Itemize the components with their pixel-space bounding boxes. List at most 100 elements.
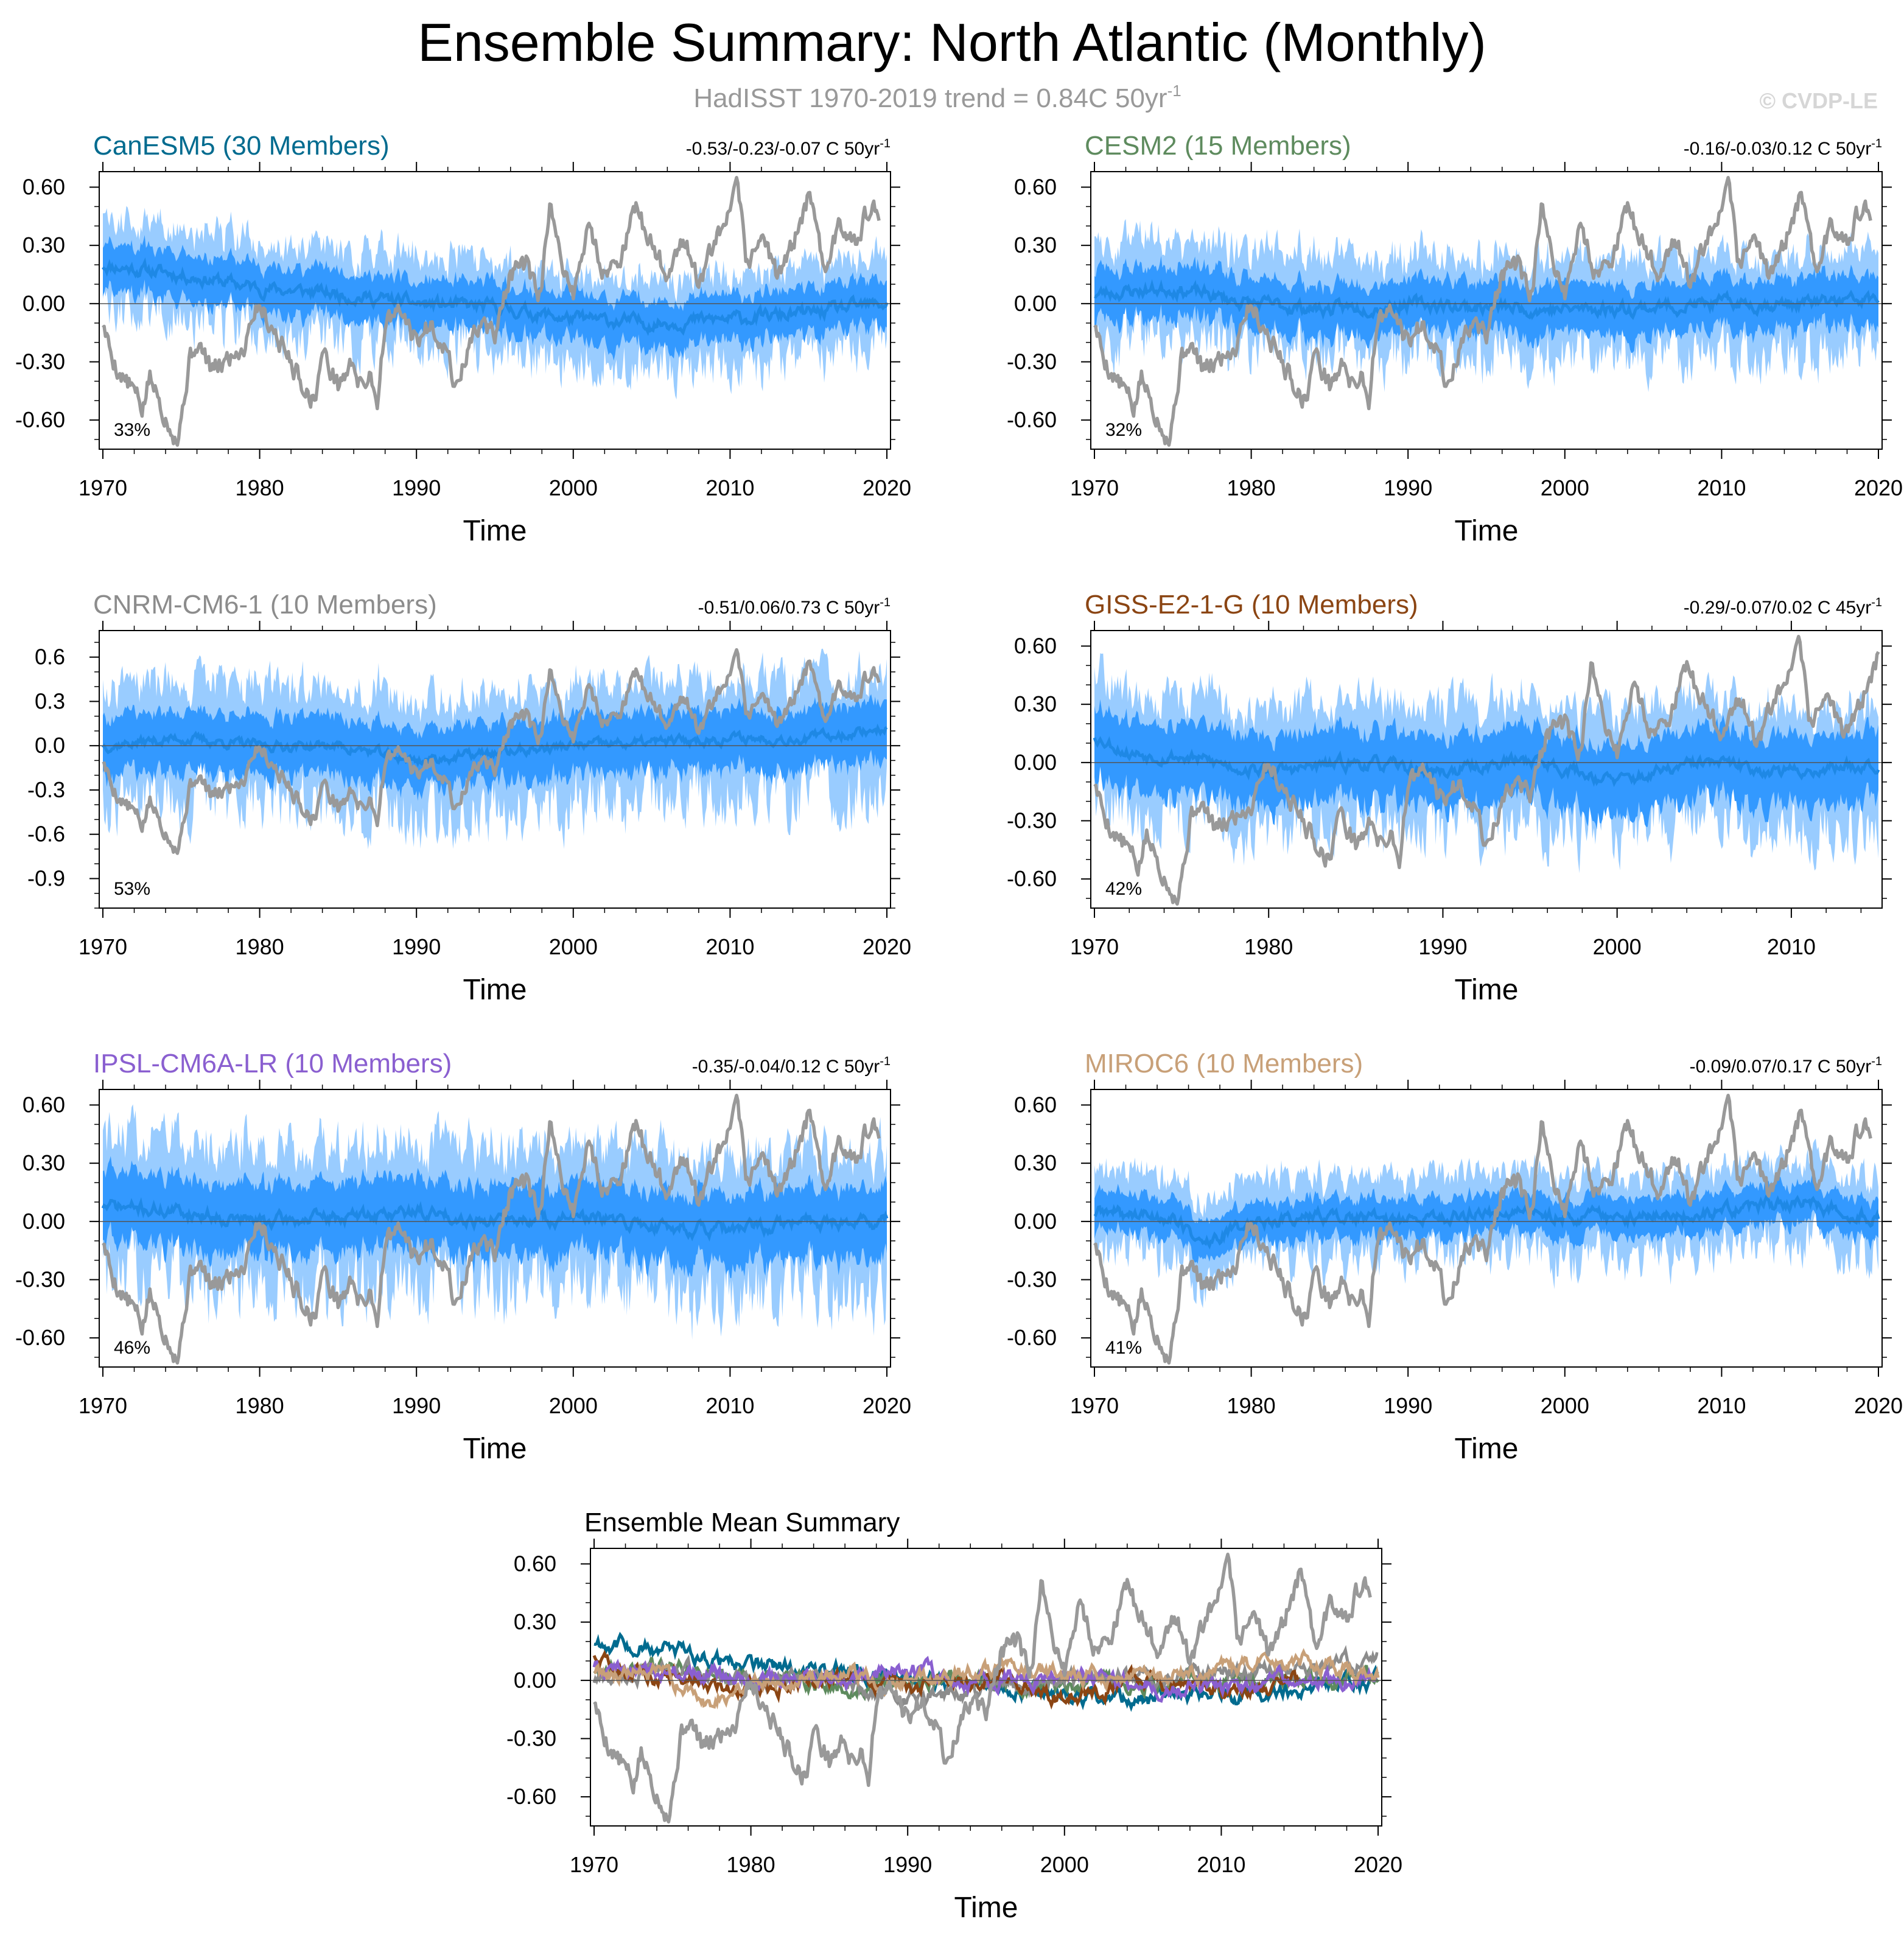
copyright-watermark: © CVDP-LE: [1759, 88, 1878, 113]
y-tick-label: -0.3: [27, 777, 65, 802]
observations-line: [102, 648, 881, 855]
x-tick-label: 2000: [1593, 934, 1642, 959]
x-tick-label: 1990: [883, 1852, 932, 1877]
y-tick-label: -0.30: [1007, 808, 1057, 833]
x-tick-label: 2000: [549, 934, 598, 959]
panel-trend-label: -0.09/0.07/0.17 C 50yr-1: [1690, 1055, 1882, 1077]
y-tick-label: -0.60: [1007, 1325, 1057, 1350]
x-axis-label: Time: [1455, 515, 1519, 547]
y-tick-label: 0.00: [1014, 750, 1057, 775]
y-tick-label: -0.30: [506, 1726, 556, 1751]
ensemble-range-inner-band: [103, 1156, 887, 1278]
x-tick-label: 2020: [863, 475, 911, 500]
panel-giss: GISS-E2-1-G (10 Members) -0.29/-0.07/0.02…: [1007, 590, 1892, 1006]
y-tick-label: 0.0: [35, 733, 65, 758]
y-tick-label: -0.30: [1007, 1267, 1057, 1292]
panel-trend-sup: -1: [880, 137, 891, 150]
panel-title: IPSL-CM6A-LR (10 Members): [93, 1049, 452, 1079]
ensemble-mean-series-miroc6: [593, 1648, 1380, 1710]
ensemble-range-inner-band: [103, 694, 887, 801]
y-tick-label: 0.00: [23, 291, 65, 316]
panel-frame: [1090, 630, 1883, 909]
panel-title: GISS-E2-1-G (10 Members): [1085, 590, 1418, 620]
panel-frame: [1090, 171, 1883, 450]
panel-trend-label: -0.53/-0.23/-0.07 C 50yr-1: [686, 137, 891, 159]
x-tick-label: 1980: [1227, 1393, 1276, 1418]
panel-percent-label: 33%: [114, 420, 150, 440]
x-tick-label: 1980: [1244, 934, 1293, 959]
observations-line: [1093, 1093, 1872, 1365]
x-axis-label: Time: [1455, 974, 1519, 1006]
x-tick-label: 1970: [79, 475, 127, 500]
panel-percent-label: 46%: [114, 1338, 150, 1358]
x-tick-label: 1970: [79, 1393, 127, 1418]
x-tick-label: 1990: [1418, 934, 1467, 959]
observations-line: [1093, 634, 1880, 906]
panel-frame: [99, 630, 891, 909]
y-tick-label: 0.60: [23, 175, 65, 200]
y-tick-label: 0.60: [23, 1093, 65, 1117]
y-tick-label: 0.00: [23, 1209, 65, 1234]
panel-trend-label: -0.16/-0.03/0.12 C 50yr-1: [1684, 137, 1882, 159]
x-tick-label: 2020: [1854, 1393, 1903, 1418]
x-tick-label: 1970: [570, 1852, 618, 1877]
panel-plot-area: [99, 1093, 891, 1365]
panel-plot-area: [1091, 634, 1882, 906]
panel-trend-text: -0.09/0.07/0.17 C 50yr: [1690, 1057, 1872, 1077]
y-tick-label: 0.30: [23, 233, 65, 257]
observations-line: [102, 1093, 881, 1365]
x-tick-label: 2000: [1541, 475, 1589, 500]
y-tick-label: -0.60: [1007, 407, 1057, 432]
panel-percent-label: 53%: [114, 879, 150, 899]
figure-subtitle-text: HadISST 1970-2019 trend = 0.84C 50yr: [693, 83, 1167, 113]
panel-trend-text: -0.53/-0.23/-0.07 C 50yr: [686, 139, 880, 159]
panel-percent-label: 42%: [1105, 879, 1142, 899]
y-tick-label: 0.30: [1014, 233, 1057, 257]
y-tick-label: 0.6: [35, 645, 65, 670]
x-axis-label: Time: [463, 515, 527, 547]
panel-plot-area: [99, 175, 891, 447]
x-tick-label: 1970: [1070, 1393, 1119, 1418]
panel-plot-area: [1091, 1093, 1882, 1365]
figure-subtitle-sup: -1: [1167, 82, 1181, 100]
panel-trend-text: -0.29/-0.07/0.02 C 45yr: [1684, 598, 1872, 618]
x-tick-label: 2010: [705, 1393, 754, 1418]
x-tick-label: 2020: [1354, 1852, 1402, 1877]
y-tick-label: -0.30: [1007, 349, 1057, 374]
ensemble-mean-line: [1093, 1195, 1880, 1250]
ensemble-mean-series-giss-e2-1-g: [592, 1649, 1301, 1710]
y-tick-label: -0.60: [1007, 866, 1057, 891]
x-tick-label: 1980: [1227, 475, 1276, 500]
x-tick-label: 1990: [1384, 475, 1432, 500]
panel-title: CanESM5 (30 Members): [93, 131, 390, 161]
x-tick-label: 1990: [392, 1393, 441, 1418]
x-axis-label: Time: [463, 1433, 527, 1465]
x-tick-label: 1980: [236, 475, 284, 500]
x-axis-label: Time: [954, 1892, 1018, 1924]
y-tick-label: 0.60: [514, 1551, 556, 1576]
x-tick-label: 2020: [1854, 475, 1903, 500]
x-tick-label: 1990: [392, 934, 441, 959]
panel-trend-text: -0.51/0.06/0.73 C 50yr: [698, 598, 880, 618]
y-tick-label: 0.00: [1014, 1209, 1057, 1234]
panel-trend-sup: -1: [1871, 596, 1882, 609]
panel-plot-area: [590, 1552, 1382, 1824]
panel-frame: [590, 1548, 1382, 1827]
x-tick-label: 1990: [392, 475, 441, 500]
ensemble-mean-line: [102, 257, 889, 337]
panel-title: Ensemble Mean Summary: [584, 1508, 900, 1537]
x-tick-label: 2000: [549, 1393, 598, 1418]
y-tick-label: 0.60: [1014, 634, 1057, 659]
panel-summary: Ensemble Mean Summary 0.60 0.30 0.00 -0.30 -0…: [506, 1508, 1402, 1924]
x-tick-label: 2010: [705, 934, 754, 959]
y-tick-label: 0.60: [1014, 1093, 1057, 1117]
panel-miroc6: MIROC6 (10 Members) -0.09/0.07/0.17 C 50y…: [1007, 1049, 1903, 1465]
x-tick-label: 2000: [1541, 1393, 1589, 1418]
x-tick-label: 1980: [236, 1393, 284, 1418]
y-tick-label: -0.9: [27, 865, 65, 890]
observations-line: [102, 175, 881, 447]
y-tick-label: 0.30: [514, 1609, 556, 1634]
panel-trend-sup: -1: [1871, 1055, 1882, 1068]
y-tick-label: -0.60: [506, 1784, 556, 1809]
x-tick-label: 2020: [863, 1393, 911, 1418]
